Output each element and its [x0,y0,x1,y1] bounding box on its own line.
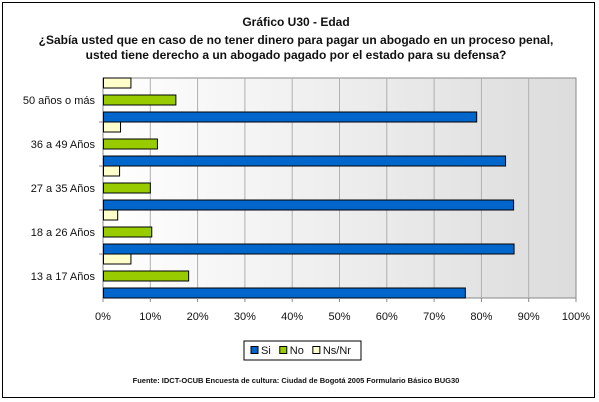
bar-no [103,94,177,106]
bar-si [103,111,478,123]
category-label: 36 a 49 Años [31,139,96,151]
bar-no [103,182,151,194]
bar-ns-nr [103,121,122,133]
x-tick-label: 100% [562,311,590,323]
x-axis-ticks: 0% 10% 20% 30% 40% 50% 60% 70% 80% 90% 100% [95,298,590,323]
x-tick-label: 90% [518,311,540,323]
bar-si [103,155,507,167]
chart-subtitle-line-1: ¿Sabía usted que en caso de no tener din… [39,33,554,47]
legend-swatch-ns-nr [312,346,321,354]
bar-ns-nr [103,77,132,89]
x-tick-label: 70% [423,311,445,323]
legend-swatch-si [250,346,259,354]
x-tick-label: 10% [139,311,161,323]
category-label: 18 a 26 Años [31,227,96,239]
bar-no [103,138,158,150]
chart-subtitle-line-2: usted tiene derecho a un abogado pagado … [86,48,507,62]
bar-no [103,226,153,238]
category-label: 27 a 35 Años [31,183,96,195]
x-tick-label: 60% [376,311,398,323]
x-tick-label: 30% [234,311,256,323]
x-tick-label: 40% [281,311,303,323]
bar-ns-nr [103,253,132,265]
bar-ns-nr [103,165,121,177]
x-tick-label: 80% [470,311,492,323]
source-note: Fuente: IDCT-OCUB Encuesta de cultura: C… [133,376,460,385]
legend-label-ns-nr: Ns/Nr [323,345,351,357]
chart-svg: Gráfico U30 - Edad ¿Sabía usted que en c… [23,15,590,385]
bar-si [103,199,515,211]
legend-box [243,340,362,361]
x-tick-label: 50% [328,311,350,323]
legend: Si No Ns/Nr [243,340,362,361]
x-tick-label: 0% [95,311,111,323]
category-label: 50 años o más [23,95,96,107]
x-tick-label: 20% [187,311,209,323]
legend-label-si: Si [261,345,271,357]
category-label: 13 a 17 Años [31,271,96,283]
legend-swatch-no [279,346,288,354]
chart-frame: Gráfico U30 - Edad ¿Sabía usted que en c… [2,2,595,398]
bars [103,77,515,299]
bar-si [103,243,515,255]
bar-si [103,287,466,299]
bar-ns-nr [103,209,119,221]
category-labels: 50 años o más 36 a 49 Años 27 a 35 Años 18 … [23,95,103,283]
legend-label-no: No [290,345,304,357]
bar-no [103,270,190,282]
chart-title: Gráfico U30 - Edad [242,15,349,29]
